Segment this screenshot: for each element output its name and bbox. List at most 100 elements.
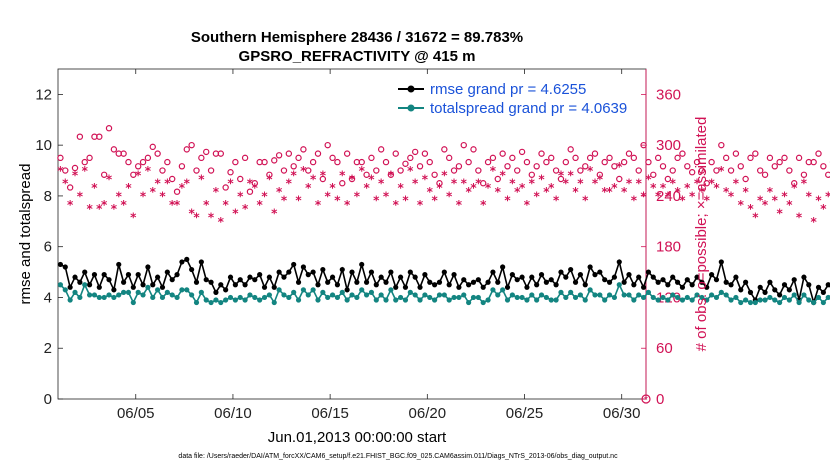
obs-assimilated-point: * xyxy=(422,173,429,187)
data-file-footnote: data file: /Users/raeder/DAI/ATM_forcXX/… xyxy=(178,453,618,460)
legend-label: totalspread grand pr = 4.0639 xyxy=(430,100,627,117)
rmse-point xyxy=(242,282,248,288)
totalspread-point xyxy=(174,294,180,301)
obs-assimilated-point: * xyxy=(368,173,375,187)
totalspread-point xyxy=(694,292,700,298)
obs-assimilated-point: * xyxy=(407,164,414,178)
obs-possible-point xyxy=(207,167,215,174)
rmse-point xyxy=(388,269,394,275)
obs-assimilated-point: * xyxy=(704,194,711,208)
totalspread-point xyxy=(723,292,729,298)
rmse-point xyxy=(548,277,554,283)
totalspread-point xyxy=(514,294,520,301)
obs-possible-point xyxy=(71,164,79,172)
obs-possible-point xyxy=(514,167,521,174)
obs-possible-point xyxy=(596,171,604,178)
y-tick-label-left: 4 xyxy=(44,289,52,306)
rmse-point xyxy=(310,269,316,275)
totalspread-point xyxy=(796,299,802,306)
obs-possible-point xyxy=(275,152,283,159)
rmse-point xyxy=(417,284,423,290)
totalspread-point xyxy=(407,289,413,295)
obs-possible-point xyxy=(504,163,511,170)
obs-possible-point xyxy=(450,167,458,174)
totalspread-point xyxy=(757,297,763,303)
rmse-point xyxy=(500,264,506,270)
obs-possible-point xyxy=(295,154,302,162)
y-tick-label-right: 300 xyxy=(656,137,681,154)
obs-possible-point xyxy=(591,150,599,157)
zero-count-asterisk: * xyxy=(644,395,648,406)
obs-possible-point xyxy=(523,158,531,166)
totalspread-point xyxy=(77,294,83,301)
rmse-point xyxy=(733,274,739,280)
rmse-point xyxy=(694,274,700,280)
rmse-point xyxy=(116,261,122,268)
obs-assimilated-point: * xyxy=(616,160,623,174)
totalspread-point xyxy=(679,297,686,303)
obs-assimilated-point: * xyxy=(305,181,312,195)
totalspread-point xyxy=(140,292,146,298)
y-tick-label-left: 12 xyxy=(35,86,52,103)
obs-assimilated-point: * xyxy=(621,185,628,199)
obs-possible-point xyxy=(586,154,594,162)
obs-possible-point xyxy=(105,125,113,132)
totalspread-point xyxy=(815,294,822,301)
totalspread-point xyxy=(480,299,486,306)
obs-assimilated-point: * xyxy=(320,168,327,182)
plot-area: 06/05 06/10 06/15 06/20 06/25 06/30 0 2 4 6 8 10 12 0… xyxy=(35,68,830,422)
rmse-point xyxy=(689,282,695,288)
totalspread-point xyxy=(806,297,812,303)
obs-possible-point xyxy=(431,171,438,178)
obs-assimilated-point: * xyxy=(402,194,409,208)
totalspread-point xyxy=(106,292,112,298)
rmse-point xyxy=(451,272,457,278)
obs-possible-point xyxy=(339,180,346,187)
obs-possible-point xyxy=(222,184,229,191)
obs-assimilated-point: * xyxy=(451,177,458,191)
rmse-point xyxy=(130,284,136,290)
totalspread-point xyxy=(344,297,350,303)
totalspread-point xyxy=(747,299,754,306)
obs-assimilated-point: * xyxy=(708,177,715,191)
y-axis-label-left: rmse and totalspread xyxy=(17,164,34,305)
totalspread-point xyxy=(563,294,569,301)
totalspread-point xyxy=(169,292,175,298)
totalspread-point xyxy=(315,297,321,303)
totalspread-point xyxy=(626,292,632,298)
totalspread-point xyxy=(155,287,161,293)
obs-assimilated-point: * xyxy=(208,211,215,225)
rmse-point xyxy=(558,269,564,275)
totalspread-point xyxy=(655,297,661,303)
totalspread-point xyxy=(135,289,141,295)
obs-assimilated-point: * xyxy=(655,189,662,203)
obs-possible-point xyxy=(280,167,288,174)
obs-assimilated-point: * xyxy=(310,173,317,187)
rmse-point xyxy=(291,261,297,268)
obs-assimilated-point: * xyxy=(252,181,259,195)
totalspread-point xyxy=(606,292,613,298)
totalspread-point xyxy=(305,292,311,298)
obs-assimilated-point: * xyxy=(776,206,783,220)
obs-possible-point xyxy=(178,163,186,170)
rmse-point xyxy=(368,269,375,275)
totalspread-point xyxy=(699,294,705,301)
rmse-point xyxy=(325,279,331,285)
rmse-point xyxy=(266,274,272,280)
obs-assimilated-point: * xyxy=(592,177,599,191)
obs-possible-point xyxy=(572,154,579,162)
rmse-point xyxy=(519,274,525,280)
rmse-point xyxy=(665,282,671,288)
obs-possible-point xyxy=(110,146,118,153)
totalspread-point xyxy=(91,292,98,298)
obs-possible-point xyxy=(625,150,633,157)
obs-assimilated-point: * xyxy=(684,181,691,195)
y-tick-label-left: 2 xyxy=(44,340,52,357)
y-tick-label-right: 240 xyxy=(656,188,681,205)
obs-possible-point xyxy=(509,154,516,162)
obs-possible-point xyxy=(217,150,224,157)
rmse-point xyxy=(747,289,754,295)
totalspread-point xyxy=(271,299,277,306)
rmse-point xyxy=(286,269,292,275)
obs-possible-point xyxy=(475,167,482,174)
